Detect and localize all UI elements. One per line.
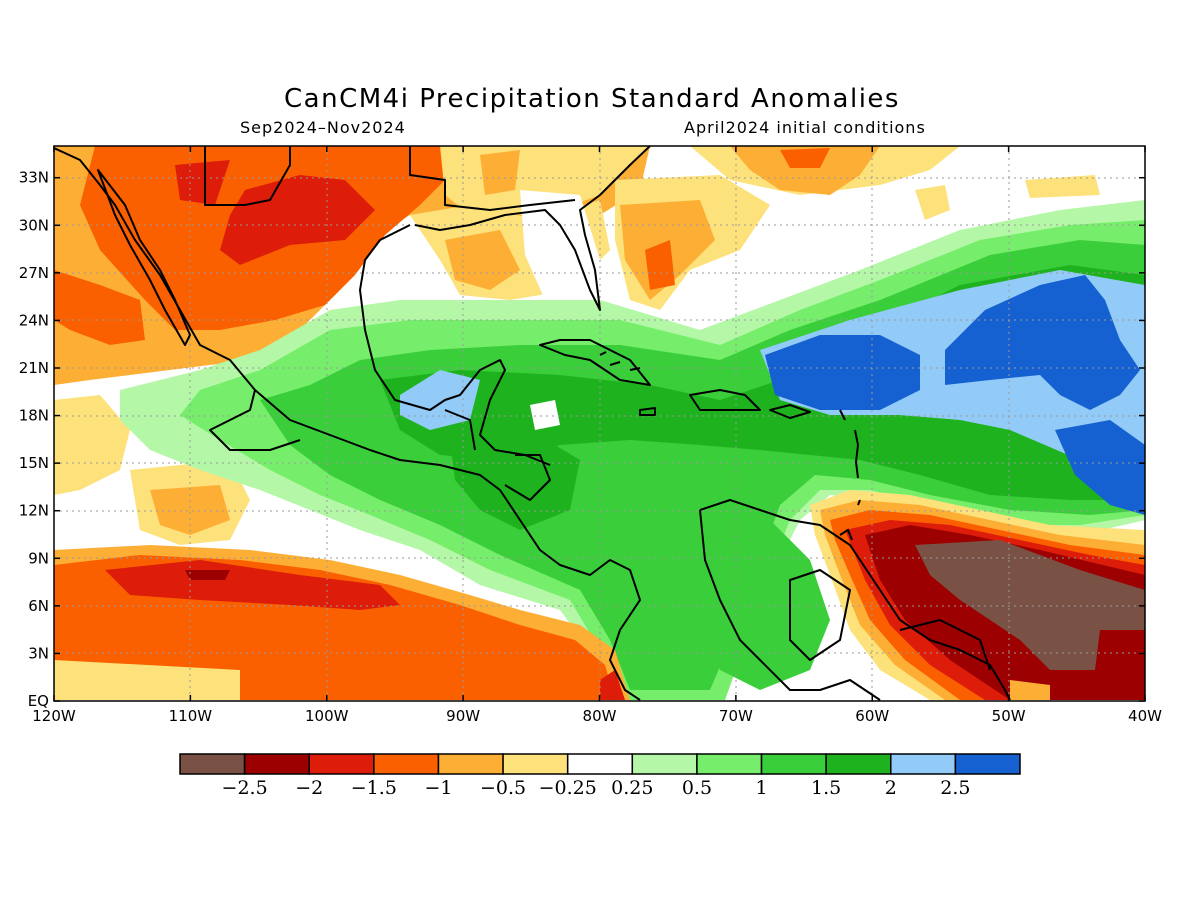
colorbar-swatch <box>308 753 375 775</box>
colorbar-swatch <box>696 753 763 775</box>
map-title: CanCM4i Precipitation Standard Anomalies <box>284 84 900 114</box>
colorbar-swatch <box>373 753 440 775</box>
colorbar-swatch <box>437 753 504 775</box>
colorbar-label: 1 <box>755 777 767 799</box>
lat-tick-label: 18N <box>19 407 49 425</box>
lon-tick-label: 60W <box>855 707 889 725</box>
lon-tick-label: 40W <box>1128 707 1162 725</box>
colorbar-label: −1 <box>424 777 452 799</box>
lat-tick-label: 6N <box>28 597 49 615</box>
lat-tick-label: 24N <box>19 311 49 329</box>
lat-tick-label: 3N <box>28 644 49 662</box>
lon-tick-label: 50W <box>992 707 1026 725</box>
lat-tick-label: EQ <box>28 692 49 710</box>
lon-tick-label: 70W <box>719 707 753 725</box>
colorbar-swatch <box>954 753 1021 775</box>
initial-conditions-label: April2024 initial conditions <box>684 118 926 137</box>
colorbar-swatch <box>890 753 957 775</box>
coastlines <box>54 146 1011 701</box>
anomaly-field-north <box>54 146 1100 545</box>
colorbar: −2.5 −2 −1.5 −1 −0.5 −0.25 0.25 0.5 1 1.5 2 2.5 <box>179 753 1021 799</box>
map-area <box>54 146 1145 701</box>
lon-tick-label: 80W <box>583 707 617 725</box>
colorbar-label: 0.25 <box>611 777 653 799</box>
colorbar-swatch <box>566 753 634 775</box>
anomaly-field-central <box>120 200 1145 700</box>
lon-tick-label: 90W <box>446 707 480 725</box>
colorbar-swatch <box>631 753 698 775</box>
map-grid <box>54 146 1145 701</box>
anomaly-field-south <box>54 490 1145 700</box>
lat-tick-label: 30N <box>19 216 49 234</box>
colorbar-label: −1.5 <box>351 777 397 799</box>
lon-tick-label: 110W <box>169 707 213 725</box>
lat-tick-label: 27N <box>19 264 49 282</box>
lon-tick-label: 100W <box>305 707 349 725</box>
lon-tick-label: 120W <box>32 707 76 725</box>
colorbar-label: −2 <box>295 777 323 799</box>
colorbar-label: 0.5 <box>682 777 712 799</box>
islands <box>599 351 861 541</box>
colorbar-swatch <box>179 753 246 775</box>
colorbar-label: −2.5 <box>222 777 268 799</box>
colorbar-label: 1.5 <box>811 777 841 799</box>
colorbar-label: 2.5 <box>940 777 970 799</box>
colorbar-swatch <box>825 753 892 775</box>
lat-tick-label: 21N <box>19 359 49 377</box>
lat-tick-label: 12N <box>19 502 49 520</box>
lat-tick-label: 33N <box>19 169 49 187</box>
colorbar-swatch <box>760 753 827 775</box>
lat-tick-label: 9N <box>28 549 49 567</box>
lat-tick-label: 15N <box>19 454 49 472</box>
colorbar-label: 2 <box>885 777 897 799</box>
colorbar-label: −0.5 <box>480 777 526 799</box>
colorbar-swatch <box>243 753 310 775</box>
colorbar-swatch <box>502 753 569 775</box>
colorbar-label: −0.25 <box>539 777 597 799</box>
season-label: Sep2024–Nov2024 <box>240 118 406 137</box>
